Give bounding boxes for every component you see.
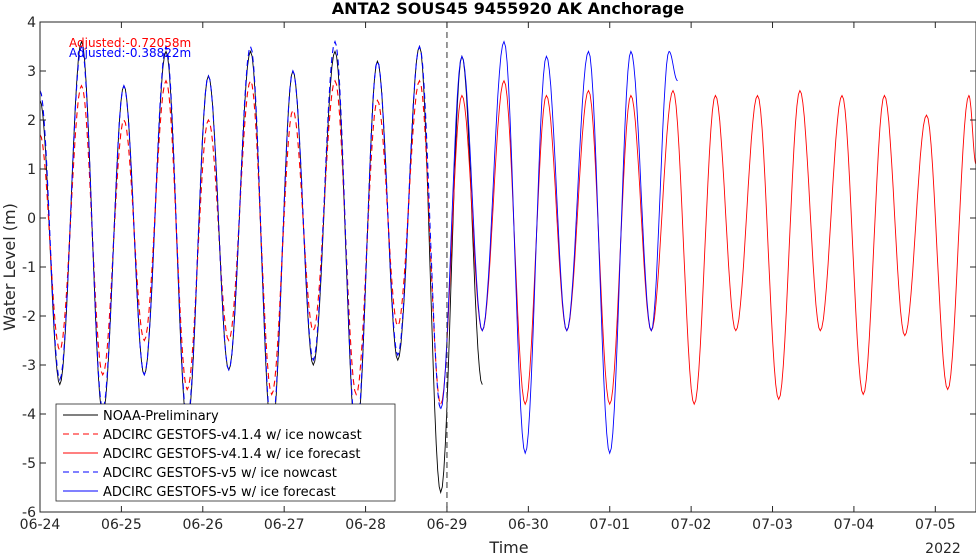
y-tick-label: 0 <box>27 211 36 227</box>
y-tick-label: -2 <box>22 309 36 325</box>
y-tick-label: 2 <box>27 113 36 129</box>
y-tick-label: 4 <box>27 15 36 31</box>
y-tick-label: 1 <box>27 162 36 178</box>
year-label: 2022 <box>925 541 961 555</box>
x-tick-label: 06-30 <box>508 517 549 533</box>
x-axis: 06-24 06-25 06-26 06-27 06-28 06-29 06-30 07-01… <box>20 22 956 533</box>
y-tick-label: -4 <box>22 407 36 423</box>
x-tick-label: 06-24 <box>20 517 61 533</box>
series-line-2 <box>40 79 442 405</box>
x-tick-label: 07-02 <box>671 517 712 533</box>
legend-label-2: ADCIRC GESTOFS-v4.1.4 w/ ice nowcast <box>103 428 362 443</box>
y-tick-label: -5 <box>22 456 36 472</box>
series-line-3 <box>440 79 976 406</box>
legend-label-3: ADCIRC GESTOFS-v4.1.4 w/ ice forecast <box>103 447 360 462</box>
chart-title: ANTA2 SOUS45 9455920 AK Anchorage <box>332 0 685 18</box>
series-line-5 <box>440 40 678 455</box>
annotation-adjusted-red: Adjusted:-0.72058m <box>69 36 191 50</box>
x-tick-label: 06-26 <box>182 517 223 533</box>
legend-label-4: ADCIRC GESTOFS-v5 w/ ice nowcast <box>103 466 337 481</box>
y-tick-label: 3 <box>27 64 36 80</box>
legend: NOAA-Preliminary ADCIRC GESTOFS-v4.1.4 w/… <box>55 403 396 502</box>
x-tick-label: 07-01 <box>589 517 630 533</box>
series-line-4 <box>40 39 442 436</box>
x-tick-label: 07-03 <box>752 517 793 533</box>
y-axis: -6 -5 -4 -3 -2 -1 0 1 2 3 4 <box>22 15 976 521</box>
annotation-adjusted-blue: Adjusted:-0.38822m <box>69 46 191 60</box>
y-tick-label: -1 <box>22 260 36 276</box>
x-tick-label: 06-28 <box>345 517 386 533</box>
y-tick-label: -6 <box>22 505 36 521</box>
y-tick-label: -3 <box>22 358 36 374</box>
legend-label-5: ADCIRC GESTOFS-v5 w/ ice forecast <box>103 485 336 500</box>
legend-box <box>55 403 396 502</box>
x-tick-label: 07-05 <box>915 517 956 533</box>
series-layer <box>40 39 976 495</box>
legend-entries: NOAA-Preliminary ADCIRC GESTOFS-v4.1.4 w/… <box>63 409 362 500</box>
x-tick-label: 06-25 <box>101 517 142 533</box>
y-axis-label: Water Level (m) <box>0 203 19 331</box>
x-tick-label: 06-29 <box>427 517 468 533</box>
x-tick-label: 07-04 <box>834 517 875 533</box>
x-axis-label: Time <box>488 538 528 555</box>
x-tick-label: 06-27 <box>264 517 305 533</box>
legend-label-1: NOAA-Preliminary <box>103 409 219 424</box>
